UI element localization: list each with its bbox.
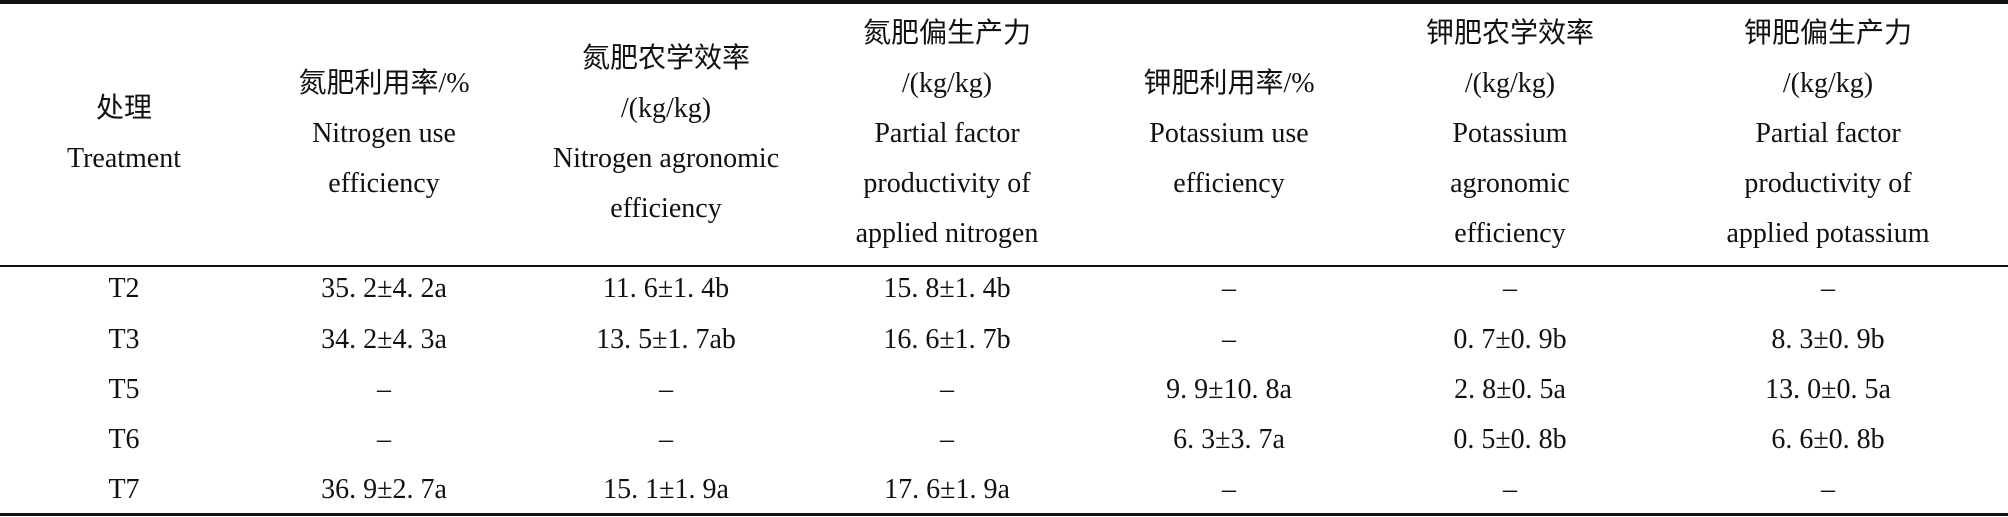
header-line: Partial factor (874, 118, 1020, 149)
table-cell: 6. 6±0. 8b (1771, 424, 1885, 455)
bottom-rule (0, 513, 2008, 516)
header-line: agronomic (1450, 168, 1570, 199)
header-line: Nitrogen agronomic (552, 143, 780, 174)
header-line: productivity of (1744, 168, 1912, 199)
table-cell: – (940, 424, 954, 455)
table-cell: – (377, 424, 391, 455)
table-cell: – (1222, 324, 1236, 355)
table-cell: T7 (108, 474, 140, 505)
header-line: efficiency (1173, 168, 1285, 199)
table-cell: – (1222, 273, 1236, 304)
header-cell: 钾肥利用率/% Potassium use efficiency (1079, 4, 1379, 264)
table-cell: 11. 6±1. 4b (602, 273, 730, 304)
table-cell: 15. 1±1. 9a (603, 474, 729, 505)
header-cell: 钾肥偏生产力 /(kg/kg) Partial factor productivity… (1663, 4, 1993, 264)
top-rule (0, 0, 2008, 4)
table-cell: – (1821, 273, 1835, 304)
table-cell: 34. 2±4. 3a (321, 324, 447, 355)
table-cell: – (1503, 273, 1517, 304)
header-line: /(kg/kg) (1464, 68, 1556, 99)
table-cell: 36. 9±2. 7a (321, 474, 447, 505)
header-line: 钾肥利用率/% (1143, 68, 1315, 99)
table-cell: – (1222, 474, 1236, 505)
header-cell: 处理 Treatment (24, 4, 224, 264)
table-cell: 0. 7±0. 9b (1453, 324, 1567, 355)
table-cell: – (1503, 474, 1517, 505)
header-cell: 钾肥农学效率 /(kg/kg) Potassium agronomic efficien… (1360, 4, 1660, 264)
header-line: Nitrogen use (312, 118, 456, 149)
header-line: 处理 (95, 93, 152, 124)
table-cell: T6 (108, 424, 140, 455)
table-cell: – (377, 374, 391, 405)
header-line: 钾肥农学效率 (1425, 18, 1594, 49)
header-line: efficiency (1454, 218, 1566, 249)
header-line: efficiency (610, 193, 722, 224)
header-cell: 氮肥偏生产力 /(kg/kg) Partial factor productivity… (797, 4, 1097, 264)
header-cell: 氮肥农学效率 /(kg/kg) Nitrogen agronomic efficien… (516, 4, 816, 264)
header-cell: 氮肥利用率/% Nitrogen use efficiency (234, 4, 534, 264)
table-cell: – (659, 424, 673, 455)
header-line: /(kg/kg) (620, 93, 712, 124)
table-cell: 2. 8±0. 5a (1454, 374, 1566, 405)
table-cell: T3 (108, 324, 140, 355)
table-cell: 15. 8±1. 4b (883, 273, 1011, 304)
header-line: 氮肥偏生产力 (862, 18, 1031, 49)
table-cell: 17. 6±1. 9a (884, 474, 1010, 505)
header-line: Potassium use (1149, 118, 1309, 149)
header-line: productivity of (863, 168, 1031, 199)
header-line: /(kg/kg) (1782, 68, 1874, 99)
table-cell: 6. 3±3. 7a (1173, 424, 1285, 455)
table-cell: 13. 5±1. 7ab (596, 324, 736, 355)
header-line: applied potassium (1726, 218, 1930, 249)
header-line: 氮肥农学效率 (581, 43, 750, 74)
table-cell: 35. 2±4. 2a (321, 273, 447, 304)
header-rule (0, 265, 2008, 267)
table-cell: 0. 5±0. 8b (1453, 424, 1567, 455)
header-line: /(kg/kg) (901, 68, 993, 99)
table-cell: 13. 0±0. 5a (1765, 374, 1891, 405)
table-cell: T2 (108, 273, 140, 304)
table-cell: 16. 6±1. 7b (883, 324, 1011, 355)
header-line: Potassium (1452, 118, 1568, 149)
header-line: Partial factor (1755, 118, 1901, 149)
table-cell: 9. 9±10. 8a (1166, 374, 1292, 405)
header-line: efficiency (328, 168, 440, 199)
table-cell: – (659, 374, 673, 405)
table-cell: 8. 3±0. 9b (1771, 324, 1885, 355)
table-cell: – (1821, 474, 1835, 505)
table-cell: – (940, 374, 954, 405)
header-line: 钾肥偏生产力 (1743, 18, 1912, 49)
header-line: applied nitrogen (855, 218, 1039, 249)
table-cell: T5 (108, 374, 140, 405)
header-line: 氮肥利用率/% (298, 68, 470, 99)
header-line: Treatment (66, 143, 182, 174)
